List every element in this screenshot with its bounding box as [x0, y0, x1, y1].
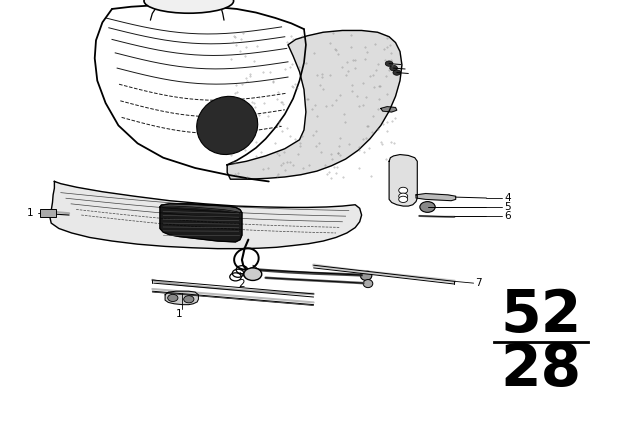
Bar [40, 209, 56, 217]
Text: 5: 5 [504, 202, 511, 212]
Circle shape [399, 187, 408, 194]
Text: 3: 3 [253, 271, 259, 281]
Circle shape [244, 268, 262, 280]
Ellipse shape [196, 96, 258, 155]
Circle shape [184, 296, 194, 303]
Circle shape [168, 294, 178, 302]
Polygon shape [160, 204, 242, 242]
Text: 2: 2 [238, 279, 244, 289]
Text: 1: 1 [176, 310, 182, 319]
Text: 6: 6 [504, 211, 511, 221]
Ellipse shape [364, 280, 372, 288]
Text: 28: 28 [500, 341, 581, 398]
Circle shape [399, 196, 408, 202]
Circle shape [399, 193, 408, 199]
Polygon shape [381, 107, 397, 112]
Circle shape [420, 202, 435, 212]
Text: 52: 52 [500, 287, 582, 345]
Polygon shape [160, 204, 242, 213]
Text: 4: 4 [504, 193, 511, 203]
Polygon shape [50, 181, 362, 249]
Text: 1: 1 [27, 208, 33, 218]
Polygon shape [165, 291, 198, 305]
Polygon shape [416, 194, 456, 201]
Text: 7: 7 [476, 278, 482, 288]
Circle shape [393, 70, 401, 75]
Circle shape [390, 65, 397, 71]
Polygon shape [227, 30, 402, 179]
Circle shape [385, 61, 393, 66]
Ellipse shape [144, 0, 234, 13]
Ellipse shape [360, 271, 372, 280]
Polygon shape [389, 155, 417, 206]
